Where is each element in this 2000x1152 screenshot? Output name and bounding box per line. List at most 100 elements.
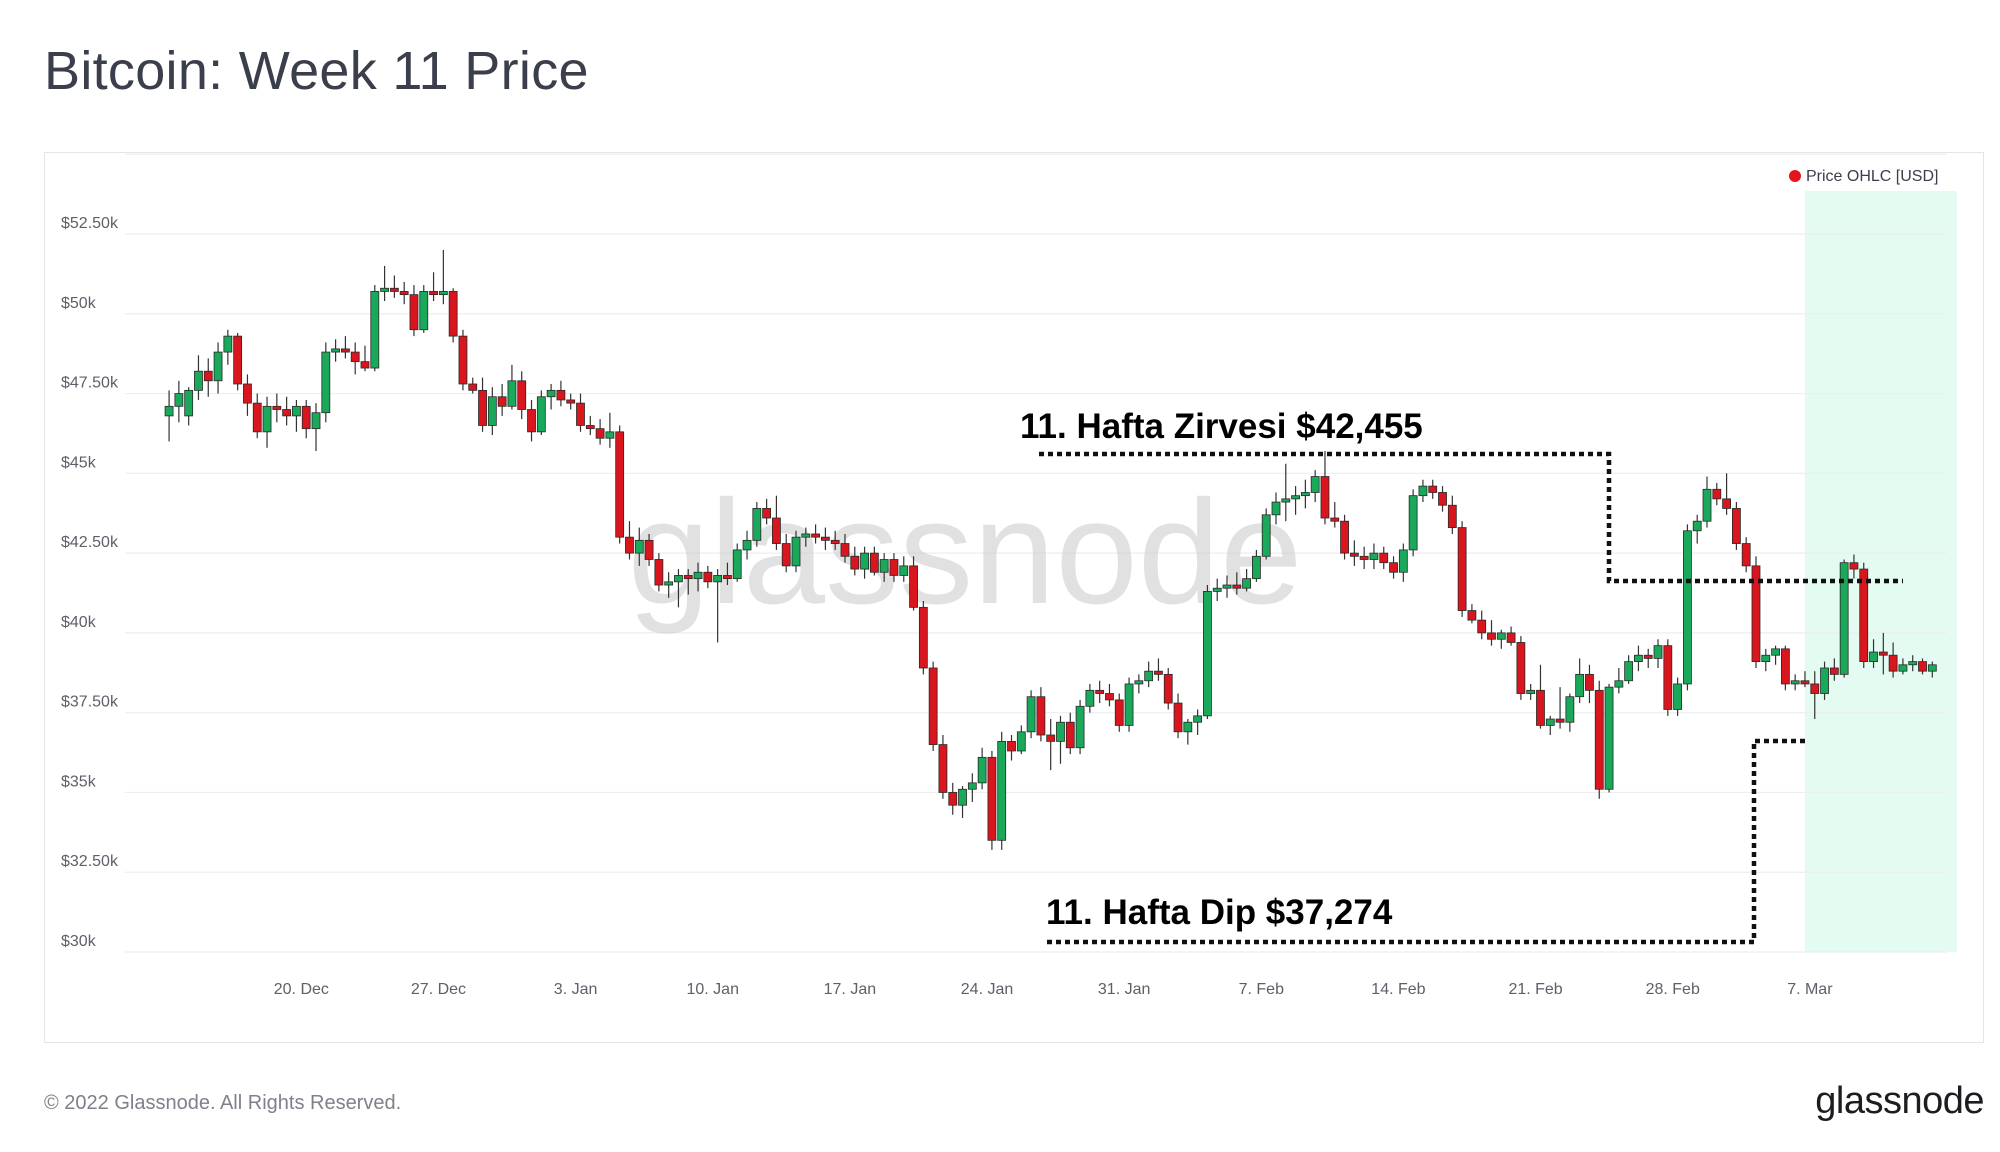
candle bbox=[527, 399, 536, 442]
candle bbox=[1555, 687, 1565, 729]
candle bbox=[1359, 546, 1369, 570]
candle bbox=[546, 383, 556, 410]
x-tick-label: 20. Dec bbox=[274, 981, 329, 998]
candle bbox=[1026, 690, 1036, 739]
legend[interactable]: Price OHLC [USD] bbox=[1789, 168, 1938, 185]
candle bbox=[1634, 645, 1643, 672]
candle bbox=[713, 569, 723, 643]
candle bbox=[1712, 482, 1722, 506]
y-tick-label: $47.50k bbox=[61, 375, 119, 392]
candle bbox=[252, 393, 262, 439]
candle bbox=[801, 527, 811, 547]
candle bbox=[1212, 578, 1222, 601]
candle bbox=[1829, 658, 1839, 681]
candle bbox=[1105, 683, 1114, 707]
candle bbox=[1487, 620, 1496, 646]
candle bbox=[723, 562, 732, 586]
candle bbox=[517, 371, 527, 420]
week-11-highlight bbox=[1804, 191, 1957, 952]
candle bbox=[1222, 575, 1232, 598]
candle bbox=[1438, 486, 1447, 512]
candle bbox=[497, 383, 507, 416]
candle bbox=[1604, 683, 1614, 793]
candle bbox=[468, 377, 478, 394]
candle bbox=[301, 399, 311, 439]
candle bbox=[634, 527, 644, 566]
candle bbox=[184, 387, 194, 426]
candle bbox=[370, 285, 380, 372]
candle bbox=[1624, 655, 1634, 684]
candle bbox=[752, 502, 762, 547]
candle bbox=[860, 546, 869, 579]
candle bbox=[389, 275, 399, 298]
candle bbox=[419, 285, 429, 333]
week-high-dotted-line bbox=[1039, 451, 1903, 584]
candle bbox=[762, 498, 772, 525]
y-tick-label: $30k bbox=[61, 933, 97, 950]
x-tick-label: 10. Jan bbox=[686, 981, 738, 998]
candle bbox=[742, 530, 752, 560]
candle bbox=[869, 546, 879, 576]
candle bbox=[1722, 473, 1731, 515]
candle bbox=[781, 533, 791, 573]
candle bbox=[1888, 642, 1898, 678]
chart-frame: glassnode 11. Hafta Zirvesi $42,455 11. H… bbox=[44, 152, 1984, 1043]
candle bbox=[820, 527, 830, 550]
candle bbox=[292, 399, 301, 432]
candle bbox=[1203, 585, 1212, 720]
candle bbox=[1810, 671, 1820, 720]
page-title: Bitcoin: Week 11 Price bbox=[44, 41, 589, 101]
candle bbox=[615, 425, 625, 544]
candle bbox=[840, 533, 850, 563]
candle bbox=[409, 285, 419, 337]
candle bbox=[654, 553, 664, 592]
y-tick-label: $52.50k bbox=[61, 215, 119, 232]
candle bbox=[1281, 463, 1291, 522]
candle bbox=[1477, 610, 1487, 640]
x-tick-label: 7. Mar bbox=[1787, 981, 1833, 998]
x-tick-label: 7. Feb bbox=[1239, 981, 1284, 998]
legend-dot bbox=[1789, 170, 1801, 182]
candle bbox=[1349, 540, 1359, 566]
candle bbox=[899, 556, 909, 582]
candle bbox=[1614, 667, 1624, 694]
candle bbox=[331, 339, 341, 362]
candle bbox=[311, 403, 321, 451]
candle bbox=[1252, 549, 1261, 582]
candle bbox=[1683, 524, 1692, 691]
y-tick-label: $32.50k bbox=[61, 853, 119, 870]
x-tick-label: 21. Feb bbox=[1508, 981, 1562, 998]
week-high-label: 11. Hafta Zirvesi $42,455 bbox=[1020, 407, 1423, 446]
candle bbox=[1771, 645, 1780, 665]
candle bbox=[1408, 489, 1418, 557]
candle bbox=[341, 336, 350, 359]
candle bbox=[1643, 648, 1653, 668]
candle bbox=[164, 390, 174, 442]
candle bbox=[1134, 674, 1144, 694]
candle bbox=[1369, 543, 1379, 570]
candle bbox=[1046, 719, 1056, 771]
candle bbox=[350, 342, 360, 375]
candle bbox=[772, 495, 781, 550]
candle bbox=[1095, 680, 1105, 704]
x-tick-label: 31. Jan bbox=[1098, 981, 1150, 998]
x-tick-label: 14. Feb bbox=[1371, 981, 1425, 998]
candle bbox=[967, 773, 977, 803]
candle bbox=[928, 661, 938, 751]
week-low-label: 11. Hafta Dip $37,274 bbox=[1046, 893, 1393, 932]
candle bbox=[938, 735, 948, 799]
candle bbox=[1692, 514, 1702, 544]
candle bbox=[1007, 735, 1016, 761]
candle bbox=[507, 364, 517, 410]
candle bbox=[1506, 626, 1516, 646]
candle bbox=[1242, 569, 1252, 592]
candle bbox=[576, 393, 585, 432]
candle bbox=[605, 412, 615, 448]
y-tick-label: $45k bbox=[61, 454, 97, 471]
candle bbox=[683, 569, 693, 595]
candle bbox=[1291, 486, 1300, 515]
candle bbox=[1565, 693, 1575, 732]
candle bbox=[1447, 495, 1457, 534]
candle bbox=[1575, 658, 1585, 704]
candle bbox=[1154, 658, 1163, 681]
